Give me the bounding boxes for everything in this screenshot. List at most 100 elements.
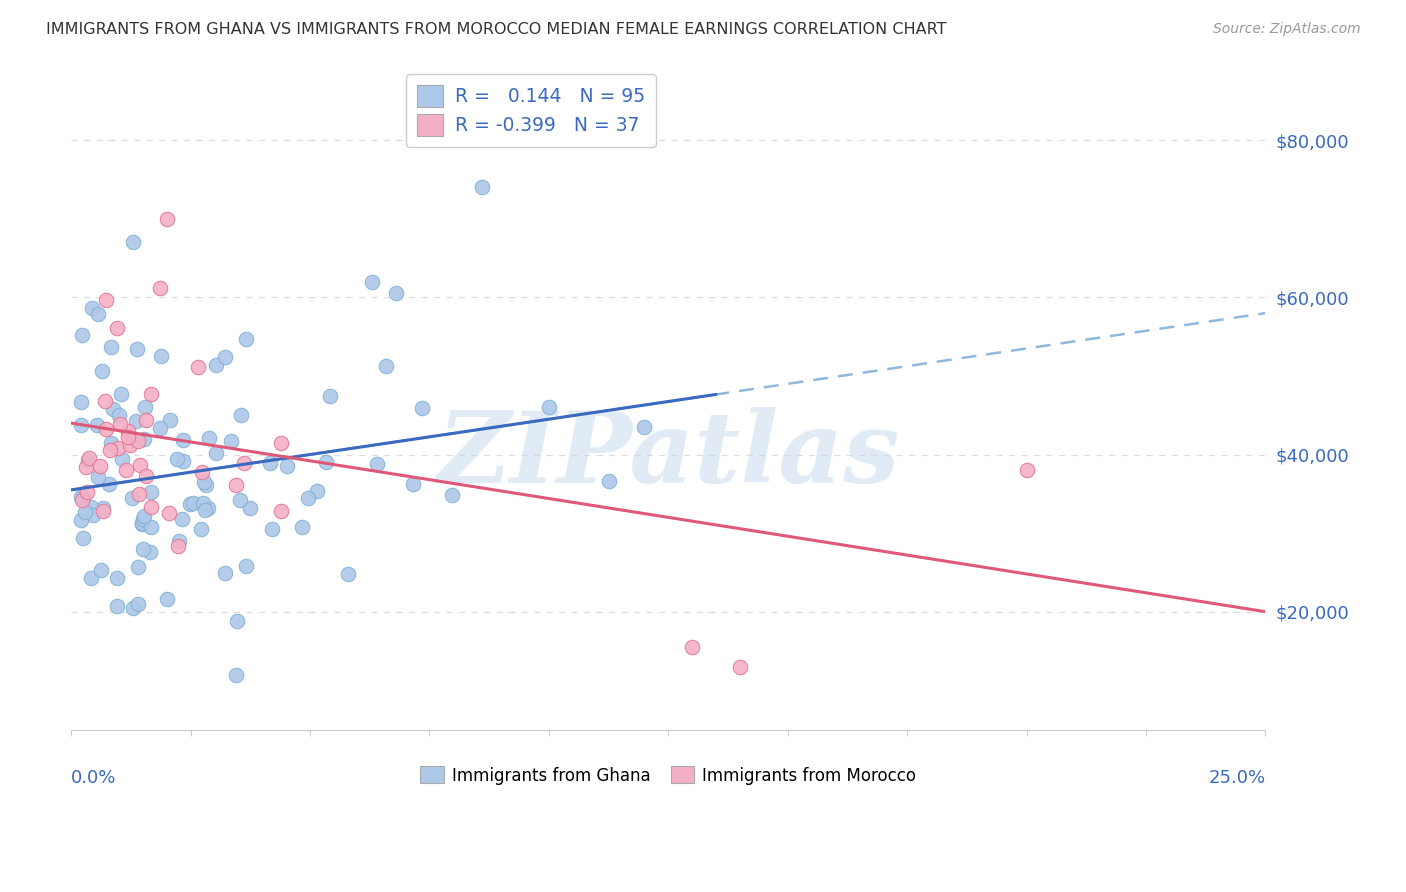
Point xyxy=(225,667,247,681)
Point xyxy=(69,513,91,527)
Point xyxy=(132,511,155,525)
Point xyxy=(194,503,217,517)
Point xyxy=(239,501,262,516)
Point xyxy=(94,422,117,436)
Point xyxy=(169,534,191,549)
Point xyxy=(75,504,97,518)
Point xyxy=(100,443,122,458)
Point xyxy=(129,458,152,473)
Point xyxy=(97,476,120,491)
Point xyxy=(193,475,215,489)
Point xyxy=(105,571,128,585)
Point xyxy=(173,454,195,468)
Point xyxy=(179,497,201,511)
Point xyxy=(69,417,91,432)
Point xyxy=(276,459,298,474)
Point xyxy=(195,477,218,491)
Point xyxy=(149,281,172,295)
Point xyxy=(259,456,281,470)
Point xyxy=(167,539,190,553)
Point xyxy=(107,441,129,455)
Point xyxy=(374,359,396,374)
Point xyxy=(139,500,162,514)
Point xyxy=(319,389,342,403)
Point xyxy=(155,591,177,606)
Point xyxy=(411,401,433,416)
Point xyxy=(80,571,103,585)
Point xyxy=(77,453,100,467)
Point xyxy=(125,414,148,428)
Point xyxy=(139,545,162,559)
Point xyxy=(117,424,139,438)
Point xyxy=(122,600,145,615)
Point xyxy=(225,614,247,628)
Point xyxy=(366,457,388,471)
Point xyxy=(385,286,408,301)
Point xyxy=(170,512,193,526)
Point xyxy=(80,301,103,316)
Point xyxy=(205,358,228,372)
Point xyxy=(149,349,172,363)
Point xyxy=(90,563,112,577)
Point xyxy=(297,491,319,505)
Point xyxy=(89,459,111,474)
Point xyxy=(75,460,97,475)
Point xyxy=(122,235,145,250)
Point xyxy=(115,463,138,477)
Point xyxy=(219,434,242,448)
Point xyxy=(132,508,155,523)
Point xyxy=(233,456,256,470)
Point xyxy=(94,394,117,409)
Point xyxy=(72,531,94,545)
Point xyxy=(86,418,108,433)
Point xyxy=(205,446,228,460)
Point xyxy=(94,293,117,308)
Point xyxy=(127,597,149,611)
Point xyxy=(315,455,337,469)
Point xyxy=(82,508,104,523)
Point xyxy=(90,364,112,378)
Point xyxy=(166,451,188,466)
Point xyxy=(159,413,181,427)
Point xyxy=(70,327,93,342)
Point xyxy=(139,484,162,499)
Point xyxy=(307,484,329,499)
Point xyxy=(101,402,124,417)
Point xyxy=(105,599,128,613)
Point xyxy=(117,429,139,443)
Point xyxy=(93,504,115,518)
Point xyxy=(135,469,157,483)
Point xyxy=(229,493,252,508)
Point xyxy=(156,211,179,226)
Point xyxy=(270,504,292,518)
Point xyxy=(148,421,170,435)
Point xyxy=(134,432,156,446)
Point xyxy=(127,342,149,356)
Point xyxy=(105,320,128,334)
Point xyxy=(141,520,163,534)
Point xyxy=(598,474,620,488)
Point xyxy=(141,387,163,401)
Point xyxy=(121,491,143,506)
Point xyxy=(127,434,149,449)
Point xyxy=(262,522,284,536)
Point xyxy=(440,487,463,501)
Point xyxy=(76,484,98,499)
Point xyxy=(91,501,114,516)
Point xyxy=(87,469,110,483)
Point xyxy=(191,465,214,479)
Point xyxy=(190,522,212,536)
Point xyxy=(235,559,257,574)
Point xyxy=(70,492,93,507)
Point xyxy=(214,566,236,580)
Point xyxy=(118,437,141,451)
Point xyxy=(77,450,100,465)
Point xyxy=(225,477,247,491)
Point xyxy=(132,542,155,557)
Point xyxy=(128,487,150,501)
Point xyxy=(336,567,359,582)
Point xyxy=(537,401,560,415)
Text: 0.0%: 0.0% xyxy=(72,769,117,787)
Point xyxy=(111,451,134,466)
Point xyxy=(214,350,236,364)
